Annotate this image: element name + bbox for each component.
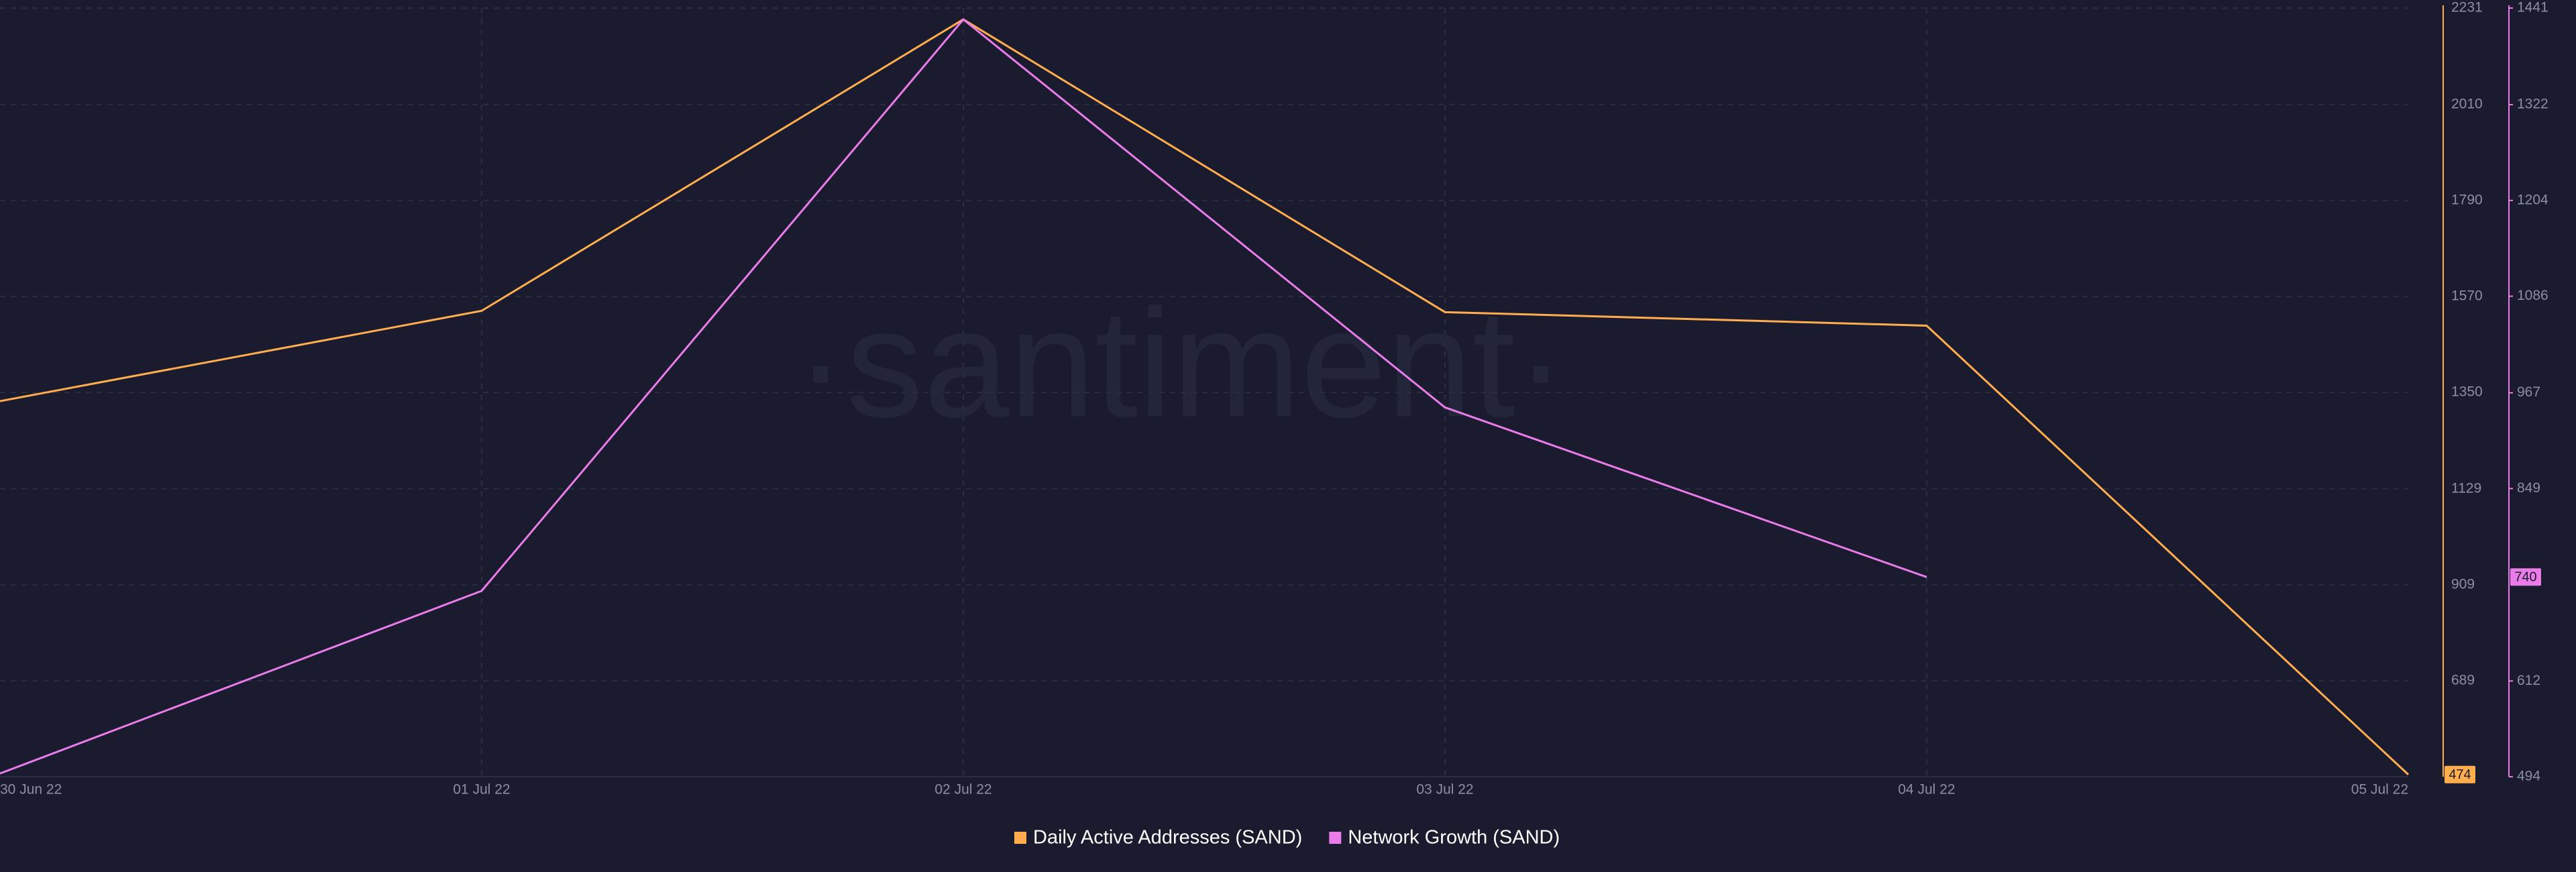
y-tick-label: 2010 — [2451, 96, 2483, 111]
x-tick-label: 01 Jul 22 — [453, 782, 510, 798]
x-tick-label: 30 Jun 22 — [0, 782, 62, 798]
y-tick-label: 1570 — [2451, 288, 2483, 303]
legend-swatch — [1329, 832, 1342, 844]
y-tick-label: 1350 — [2451, 384, 2483, 400]
legend-label: Daily Active Addresses (SAND) — [1033, 827, 1302, 849]
legend-swatch — [1014, 832, 1026, 844]
y2-tick-label: 1441 — [2517, 0, 2548, 15]
series-line — [0, 18, 2410, 775]
y2-tick-label: 1322 — [2517, 97, 2548, 112]
y-tick-label: 2231 — [2451, 0, 2483, 15]
x-tick-label: 05 Jul 22 — [2351, 782, 2408, 798]
y-tick-label: 909 — [2451, 576, 2475, 592]
x-tick-label: 04 Jul 22 — [1898, 782, 1955, 798]
y-tick-label: 689 — [2451, 672, 2475, 688]
y2-tick-label: 1204 — [2517, 192, 2548, 207]
y2-tick-label: 849 — [2517, 480, 2540, 496]
series-line — [0, 17, 1927, 775]
value-tag — [2445, 765, 2475, 783]
value-tag-label: 474 — [2449, 767, 2471, 782]
legend: Daily Active Addresses (SAND) Network Gro… — [1014, 827, 1560, 849]
x-tick-label: 02 Jul 22 — [934, 782, 991, 798]
y-tick-label: 1129 — [2451, 480, 2481, 496]
value-tag — [2510, 568, 2541, 586]
legend-label: Network Growth (SAND) — [1348, 827, 1560, 849]
y2-tick-label: 967 — [2517, 384, 2540, 400]
y-tick-label: 1790 — [2451, 192, 2483, 207]
y2-tick-label: 1086 — [2517, 288, 2548, 303]
x-tick-label: 03 Jul 22 — [1416, 782, 1473, 798]
y2-tick-label: 494 — [2517, 769, 2540, 784]
watermark: ·santiment· — [795, 277, 1566, 449]
value-tag-label: 740 — [2514, 570, 2536, 585]
y2-tick-label: 612 — [2517, 673, 2540, 688]
